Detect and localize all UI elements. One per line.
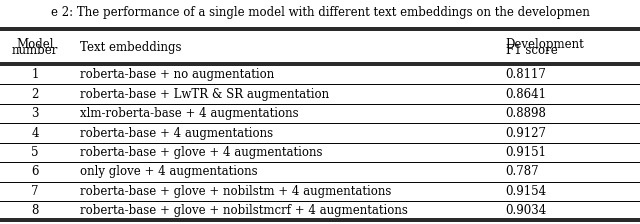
Text: 1: 1 (31, 68, 39, 81)
Text: 5: 5 (31, 146, 39, 159)
Text: 6: 6 (31, 166, 39, 179)
Text: 0.8117: 0.8117 (506, 68, 547, 81)
Text: roberta-base + no augmentation: roberta-base + no augmentation (80, 68, 275, 81)
Text: 3: 3 (31, 107, 39, 120)
Text: Text embeddings: Text embeddings (80, 41, 182, 54)
Text: Model: Model (17, 38, 54, 51)
Text: 0.787: 0.787 (506, 166, 540, 179)
Text: F1 score: F1 score (506, 44, 557, 57)
Text: only glove + 4 augmentations: only glove + 4 augmentations (80, 166, 258, 179)
Text: number: number (12, 44, 58, 57)
Text: 0.9034: 0.9034 (506, 205, 547, 218)
Text: 2: 2 (31, 88, 39, 101)
Text: roberta-base + glove + nobilstm + 4 augmentations: roberta-base + glove + nobilstm + 4 augm… (80, 185, 392, 198)
Text: 0.9154: 0.9154 (506, 185, 547, 198)
Text: 7: 7 (31, 185, 39, 198)
Text: xlm-roberta-base + 4 augmentations: xlm-roberta-base + 4 augmentations (80, 107, 299, 120)
Text: Development: Development (506, 38, 584, 51)
Text: roberta-base + 4 augmentations: roberta-base + 4 augmentations (80, 127, 273, 140)
Text: 4: 4 (31, 127, 39, 140)
Text: e 2: The performance of a single model with different text embeddings on the dev: e 2: The performance of a single model w… (51, 6, 589, 19)
Text: roberta-base + glove + nobilstmcrf + 4 augmentations: roberta-base + glove + nobilstmcrf + 4 a… (80, 205, 408, 218)
Text: 0.8641: 0.8641 (506, 88, 547, 101)
Text: 0.9127: 0.9127 (506, 127, 547, 140)
Text: 8: 8 (31, 205, 39, 218)
Text: roberta-base + glove + 4 augmentations: roberta-base + glove + 4 augmentations (80, 146, 323, 159)
Text: 0.9151: 0.9151 (506, 146, 547, 159)
Text: 0.8898: 0.8898 (506, 107, 547, 120)
Text: roberta-base + LwTR & SR augmentation: roberta-base + LwTR & SR augmentation (80, 88, 329, 101)
